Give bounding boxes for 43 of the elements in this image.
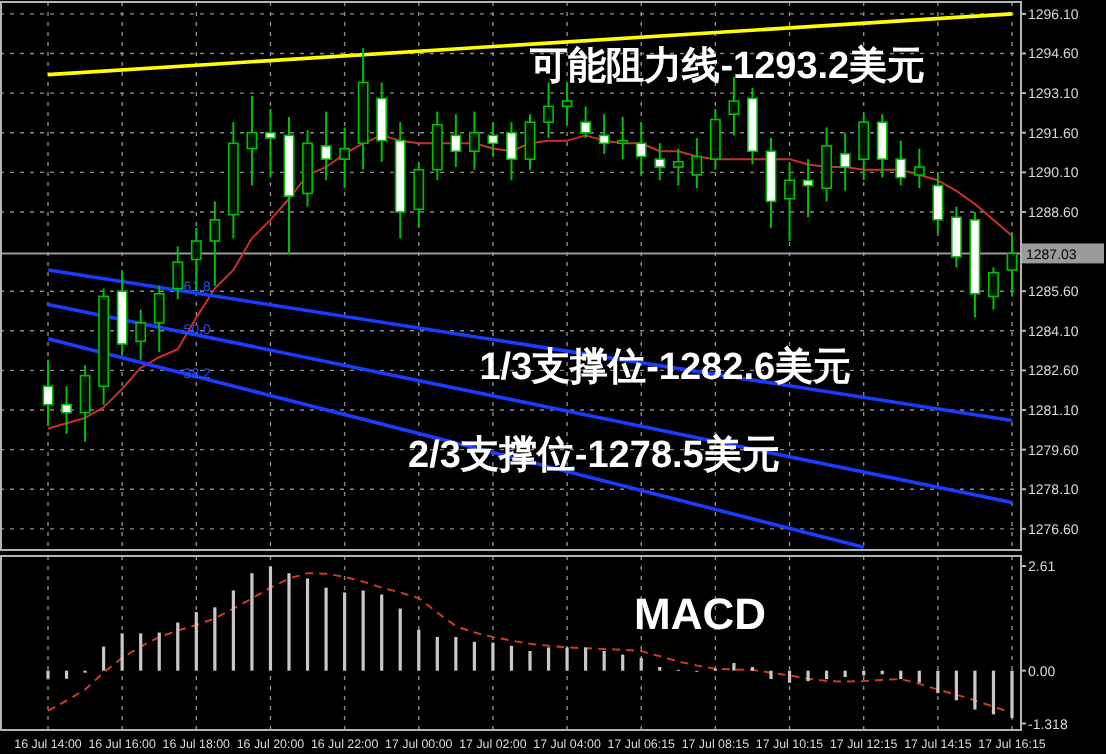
candlestick [543, 81, 554, 140]
candlestick [988, 266, 999, 311]
candlestick [895, 139, 907, 187]
candlestick [135, 308, 147, 361]
candlestick [913, 147, 925, 190]
candlestick [580, 105, 592, 140]
candlestick [635, 121, 647, 176]
annotation: 可能阻力线-1293.2美元 [528, 43, 926, 88]
candlestick [858, 113, 870, 182]
text: MACD [634, 588, 766, 639]
candlestick [654, 142, 666, 182]
candlestick [61, 385, 72, 435]
candlestick [561, 81, 573, 126]
candlestick [487, 121, 499, 158]
candlestick [153, 284, 165, 353]
candlestick [709, 107, 721, 171]
candlestick [376, 81, 388, 163]
candlestick [79, 364, 91, 443]
candlestick [246, 94, 258, 187]
candlestick [209, 200, 221, 287]
candlestick [468, 110, 480, 171]
candlestick [876, 113, 888, 179]
candlestick [524, 113, 536, 171]
candlestick [320, 110, 332, 182]
candlestick [431, 110, 443, 182]
candlestick [450, 113, 462, 169]
candlestick [172, 245, 184, 301]
candlestick [413, 160, 425, 229]
candlestick [839, 131, 851, 192]
candlestick [42, 358, 54, 427]
candlestick [265, 107, 276, 179]
candlestick [784, 163, 795, 243]
candlestick [932, 171, 944, 235]
candlestick [339, 126, 351, 190]
candlestick [598, 113, 610, 155]
candlestick [672, 147, 684, 187]
candlestick [821, 126, 833, 203]
candlestick [1006, 232, 1018, 298]
candlestick [802, 158, 814, 219]
candlestick [617, 115, 629, 161]
candlestick [950, 205, 962, 269]
candlestick [506, 121, 517, 182]
candlestick [691, 137, 703, 190]
